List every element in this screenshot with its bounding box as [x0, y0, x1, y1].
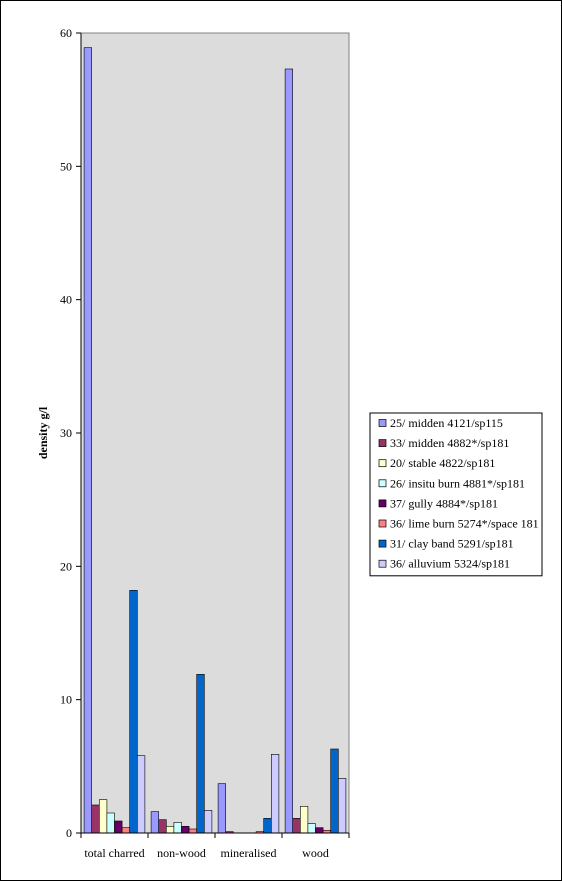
y-tick-label: 0 [66, 826, 72, 840]
x-tick-label: mineralised [221, 846, 277, 860]
legend-swatch [378, 499, 387, 508]
bar [307, 823, 316, 834]
bar [91, 804, 100, 834]
y-tick-label: 60 [60, 26, 72, 40]
bar [188, 828, 198, 834]
x-tick-label: non-wood [157, 846, 206, 860]
bar [99, 799, 108, 834]
legend-entry: 31/ clay band 5291/sp181 [390, 537, 514, 551]
legend-swatch [378, 479, 387, 488]
legend-swatch [378, 519, 387, 528]
legend-swatch [378, 459, 387, 468]
bar [106, 812, 115, 834]
legend-swatch [378, 539, 387, 548]
bar [137, 755, 146, 834]
plot-area [80, 32, 350, 834]
bar [181, 826, 190, 834]
y-tick-label: 30 [60, 426, 72, 440]
legend-entry: 26/ insitu burn 4881*/sp181 [390, 476, 525, 490]
plot-background [80, 32, 350, 834]
bar [292, 818, 301, 834]
bar [150, 811, 160, 834]
bar [196, 674, 205, 834]
legend-entry: 33/ midden 4882*/sp181 [390, 436, 509, 450]
legend-swatch [378, 439, 387, 447]
legend-entry: 36/ alluvium 5324/sp181 [390, 557, 510, 571]
bar [284, 68, 294, 834]
legend-box [369, 412, 543, 577]
legend-swatch [378, 559, 387, 568]
legend-entry: 20/ stable 4822/sp181 [390, 456, 495, 470]
y-tick-label: 40 [60, 293, 72, 307]
bar [114, 820, 123, 834]
bar [315, 827, 324, 834]
x-tick-label: wood [302, 846, 329, 860]
y-tick-label: 10 [60, 693, 72, 707]
y-tick-label: 50 [60, 159, 72, 173]
bar [270, 754, 280, 834]
bar [166, 826, 175, 834]
bar [158, 819, 167, 834]
bar [330, 748, 339, 834]
bar [83, 47, 92, 834]
bar [263, 818, 272, 834]
axes: 0 10 20 30 40 50 60 total charred non-wood minera… [60, 26, 350, 860]
bar [217, 783, 227, 834]
bar [121, 827, 130, 834]
bars [83, 47, 347, 834]
bar [129, 590, 138, 834]
bar [299, 806, 309, 834]
bar [204, 810, 213, 834]
bar [173, 822, 182, 834]
legend: 25/ midden 4121/sp115 33/ midden 4882*/sp… [369, 412, 543, 577]
bar [337, 778, 347, 834]
y-tick-label: 20 [60, 559, 72, 573]
x-tick-label: total charred [84, 846, 144, 860]
y-axis-title: density g/l [36, 406, 50, 459]
legend-entry: 25/ midden 4121/sp115 [390, 416, 503, 430]
legend-swatch [378, 419, 387, 427]
legend-entry: 37/ gully 4884*/sp181 [390, 496, 498, 510]
legend-entry: 36/ lime burn 5274*/space 181 [390, 517, 539, 531]
